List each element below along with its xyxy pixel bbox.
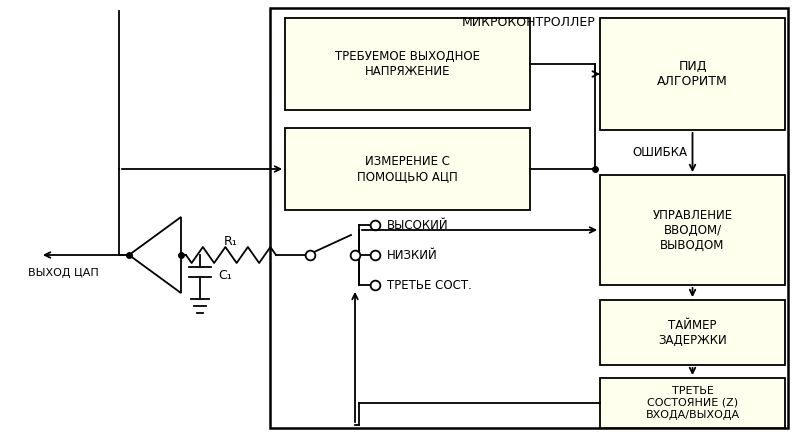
Text: ОШИБКА: ОШИБКА — [633, 146, 687, 159]
Text: ВЫСОКИЙ: ВЫСОКИЙ — [387, 218, 449, 232]
Text: ТРЕБУЕМОЕ ВЫХОДНОЕ
НАПРЯЖЕНИЕ: ТРЕБУЕМОЕ ВЫХОДНОЕ НАПРЯЖЕНИЕ — [335, 50, 480, 78]
Bar — [600, 18, 785, 130]
Bar — [600, 378, 785, 428]
Text: C₁: C₁ — [218, 269, 232, 282]
Bar — [600, 300, 785, 365]
Text: ТАЙМЕР
ЗАДЕРЖКИ: ТАЙМЕР ЗАДЕРЖКИ — [658, 319, 727, 347]
Bar — [270, 8, 788, 428]
Text: ВЫХОД ЦАП: ВЫХОД ЦАП — [28, 268, 98, 278]
Text: ПИД
АЛГОРИТМ: ПИД АЛГОРИТМ — [657, 60, 728, 88]
Bar — [285, 128, 530, 210]
Text: НИЗКИЙ: НИЗКИЙ — [387, 249, 438, 262]
Text: МИКРОКОНТРОЛЛЕР: МИКРОКОНТРОЛЛЕР — [462, 16, 596, 28]
Text: ИЗМЕРЕНИЕ С
ПОМОЩЬЮ АЦП: ИЗМЕРЕНИЕ С ПОМОЩЬЮ АЦП — [357, 155, 458, 183]
Text: ТРЕТЬЕ СОСТ.: ТРЕТЬЕ СОСТ. — [387, 279, 472, 292]
Text: УПРАВЛЕНИЕ
ВВОДОМ/
ВЫВОДОМ: УПРАВЛЕНИЕ ВВОДОМ/ ВЫВОДОМ — [653, 208, 733, 252]
Bar — [285, 18, 530, 110]
Bar — [600, 175, 785, 285]
Text: ТРЕТЬЕ
СОСТОЯНИЕ (Z)
ВХОДА/ВЫХОДА: ТРЕТЬЕ СОСТОЯНИЕ (Z) ВХОДА/ВЫХОДА — [646, 386, 739, 419]
Text: R₁: R₁ — [224, 235, 238, 248]
